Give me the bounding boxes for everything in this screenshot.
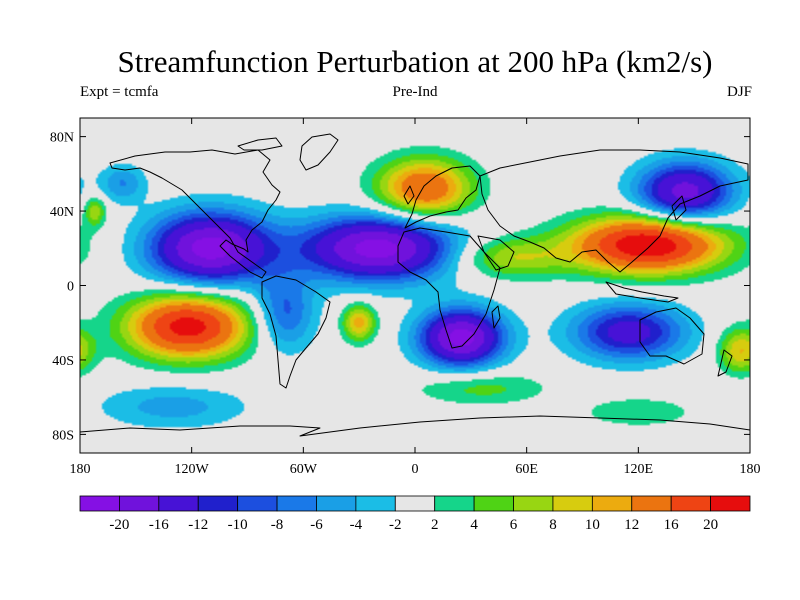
coastline-indonesia <box>605 281 679 303</box>
period-label: Pre-Ind <box>392 84 438 100</box>
colorbar-swatch <box>631 495 672 512</box>
x-tick-label: 120W <box>175 462 210 477</box>
colorbar-swatch <box>158 495 199 512</box>
x-tick-label: 180 <box>70 462 91 477</box>
colorbar-label: 10 <box>585 517 600 533</box>
x-tick-label: 120E <box>624 462 654 477</box>
x-tick-label: 60E <box>515 462 538 477</box>
colorbar-label: -6 <box>310 517 323 533</box>
y-tick-label: 40S <box>52 354 74 369</box>
x-axis: 180 120W 60W 0 60E 120E 180 <box>70 118 761 477</box>
colorbar-swatch <box>513 495 554 512</box>
colorbar-swatch <box>434 495 475 512</box>
colorbar-swatch <box>394 495 436 512</box>
colorbar: -20 -16 -12 -10 -8 -6 -4 -2 2 4 6 8 10 12 16 20 <box>79 495 751 533</box>
colorbar-label: 12 <box>624 517 639 533</box>
map-title: Streamfunction Perturbation at 200 hPa (… <box>117 44 713 79</box>
colorbar-label: -12 <box>188 517 208 533</box>
x-tick-label: 0 <box>412 462 419 477</box>
y-axis: 80N 40N 0 40S 80S <box>50 131 750 443</box>
coastline-north-america <box>109 149 281 279</box>
season-label: DJF <box>726 84 752 100</box>
colorbar-label: 16 <box>664 517 680 533</box>
coastline-madagascar <box>491 305 501 329</box>
colorbar-swatch <box>197 495 239 512</box>
colorbar-swatch <box>710 495 751 512</box>
y-tick-label: 80N <box>50 131 74 146</box>
colorbar-label: -20 <box>109 517 129 533</box>
colorbar-swatch <box>355 495 396 512</box>
experiment-label: Expt = tcmfa <box>80 84 159 100</box>
coastlines <box>80 133 750 437</box>
coastline-asia <box>479 149 749 273</box>
streamfunction-field <box>80 118 750 453</box>
colorbar-label: 8 <box>549 517 557 533</box>
x-tick-label: 180 <box>740 462 761 477</box>
y-tick-label: 80S <box>52 428 74 443</box>
colorbar-label: -10 <box>228 517 248 533</box>
coastline-japan <box>671 195 687 221</box>
colorbar-label: -2 <box>389 517 402 533</box>
colorbar-label: -4 <box>350 517 363 533</box>
colorbar-swatch <box>316 495 357 512</box>
coastline-arctic-islands <box>237 137 283 151</box>
coastline-new-zealand <box>717 349 733 377</box>
coastline-arabia <box>477 235 515 271</box>
colorbar-swatch <box>670 495 711 512</box>
colorbar-label: 20 <box>703 517 718 533</box>
colorbar-swatch <box>473 495 514 512</box>
coastline-antarctica <box>80 415 750 437</box>
colorbar-label: -16 <box>149 517 169 533</box>
colorbar-swatch <box>237 495 278 512</box>
coastline-british-isles <box>403 185 415 205</box>
x-tick-label: 60W <box>290 462 318 477</box>
colorbar-swatch <box>591 495 633 512</box>
colorbar-swatch <box>79 495 120 512</box>
colorbar-swatch <box>552 495 593 512</box>
colorbar-label: 6 <box>510 517 518 533</box>
y-tick-label: 0 <box>67 280 74 295</box>
y-tick-label: 40N <box>50 205 74 220</box>
coastline-greenland <box>299 133 339 171</box>
coastline-africa <box>397 227 501 349</box>
coastline-australia <box>639 307 705 365</box>
colorbar-label: 4 <box>470 517 478 533</box>
colorbar-label: -8 <box>271 517 284 533</box>
colorbar-swatch <box>119 495 160 512</box>
colorbar-label: 2 <box>431 517 439 533</box>
coastline-south-america <box>261 275 331 389</box>
colorbar-swatch <box>276 495 317 512</box>
